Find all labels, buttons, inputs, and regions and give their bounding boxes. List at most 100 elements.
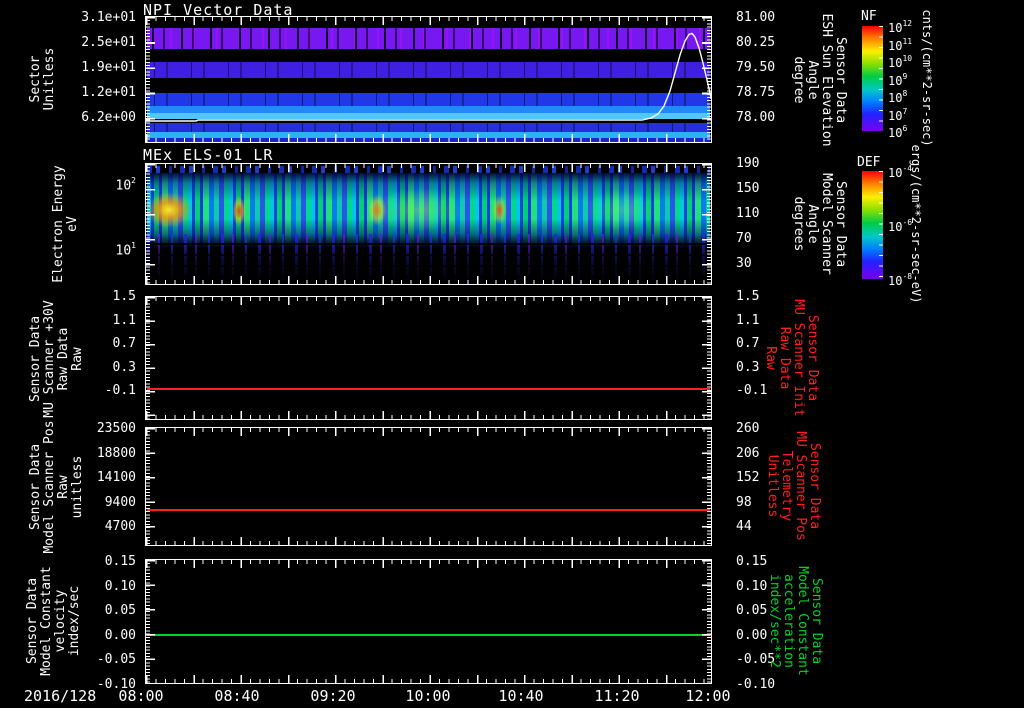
tick-label: 14100 [96,470,136,485]
tick-label: 1.5 [736,289,760,304]
panel4-right-label: Sensor Data MU Scanner Pos Telemetry Unitle… [763,411,822,561]
tick-label: 70 [736,231,752,246]
panel1-spectrogram [145,16,712,143]
x-tick-label: 08:00 [118,687,164,705]
tick-label: 30 [736,256,752,271]
panel1-right-ticks: 81.00 80.25 79.50 78.75 78.00 [736,10,806,126]
panel2-greenglow2 [586,190,656,230]
tick-label: 0.7 [736,336,760,351]
tick-label: 0.3 [112,359,136,375]
axis-label-line: Sensor Data [28,443,43,531]
tick-label: 4700 [104,519,136,534]
panel1-right-label: Sensor Data ESH Sun Elevation Angle degree [789,5,848,155]
axis-label-line: Angle [805,60,820,100]
panel5-left-ticks: 0.15 0.10 0.05 0.00 -0.05 -0.10 [60,554,136,693]
axis-label-line: eV [65,216,80,232]
tick-label: 3.1e+01 [81,10,136,25]
tick-label: 190 [736,156,760,171]
panel1-band-violet [147,28,710,49]
panel5-lineplot [145,559,712,684]
axis-label-line: acceleration [781,574,796,668]
axis-label-line: Sector [28,55,43,103]
panel3-red-line [147,388,710,390]
panel2-hotspot-yellow [146,192,192,228]
tick-label: 101 [115,241,136,259]
axis-label-line: Telemetry [779,450,794,522]
colorbar-def-units: ergs/(cm**2-sr-sec-eV) [909,144,923,304]
panel2-speckle [147,234,710,282]
panel5-right-ticks: 0.15 0.10 0.05 0.00 -0.05 -0.10 [736,554,806,693]
axis-label-line: Sensor Data [25,577,40,665]
tick-label: 2.5e+01 [81,35,136,50]
axis-label-line: MU Scanner Pos [793,431,808,541]
panel2-hotspot-orange [368,194,386,226]
axis-label-line: Model Scanner [819,173,834,275]
panel2-spectrogram [145,163,712,285]
tick-label: 1010 [888,54,913,70]
tick-label: 98 [736,494,752,510]
axis-label-line: degree [791,56,806,104]
axis-label-line: ESH Sun Elevation [819,13,834,147]
panel1-band-blue2 [147,123,710,132]
tick-label: 260 [736,421,760,436]
x-tick-label: 12:00 [685,687,731,705]
axis-label-line: Model Scanner Pos [42,420,57,554]
sun-elevation-curve [146,32,711,122]
x-tick-label: 11:20 [594,687,640,705]
x-tick-label: 09:20 [310,687,356,705]
panel2-hotspot-red1 [232,196,246,226]
axis-label-line: index/sec**2 [767,574,782,668]
tick-label: 0.7 [112,336,136,351]
tick-label: 0.00 [104,627,136,643]
tick-label: 206 [736,445,760,461]
axis-label-line: Model Constant [39,566,54,676]
panel4-right-ticks: 260 206 152 98 44 [736,421,806,535]
tick-label: 78.75 [736,85,776,100]
tick-label: 10-8 [888,272,913,288]
tick-label: 107 [888,106,908,123]
panel1-title: NPI Vector Data [143,1,294,19]
x-axis-date-label: 2016/128 [24,687,97,705]
x-tick-label: 08:40 [214,687,260,705]
panel5-right-label: Sensor Data Model Constant acceleration ind… [765,541,824,701]
tick-label: 44 [736,519,752,534]
tick-label: 0.15 [736,554,768,569]
panel1-left-ticks: 3.1e+01 2.5e+01 1.9e+01 1.2e+01 6.2e+00 [60,10,136,126]
colorbar-def [861,170,884,280]
axis-label-line: Raw [56,475,71,499]
x-tick-label: 10:40 [498,687,544,705]
tick-label: 1011 [888,36,913,53]
colorbar-def-title: DEF [857,155,881,170]
tick-label: 1.9e+01 [81,60,136,75]
tick-label: 0.05 [104,603,136,619]
panel5-green-line [147,634,710,636]
panel5-ylabel: Sensor Data Model Constant velocity index/s… [25,546,84,696]
tick-label: 1.1 [112,312,136,328]
tick-label: -0.1 [104,383,136,398]
panel1-band-blueviolet [147,62,710,78]
tick-label: -0.10 [96,676,136,692]
tick-label: 0.3 [736,359,760,375]
axis-label-line: Raw Data [56,327,71,391]
tick-label: 80.25 [736,35,776,50]
axis-label-line: Unitless [42,47,57,111]
panel3-left-ticks: 1.5 1.1 0.7 0.3 -0.1 [60,289,136,399]
panel3-lineplot [145,296,712,420]
axis-label-line: Unitless [765,454,780,518]
axis-label-line: Sensor Data [809,577,824,665]
panel1-ylabel: Sector Unitless [28,9,63,149]
tick-label: 110 [736,206,760,221]
panel2-right-ticks: 190 150 110 70 30 [736,156,806,272]
tick-label: 0.00 [736,627,768,643]
tick-label: 10-6 [888,218,913,234]
x-tick-label: 10:00 [405,687,451,705]
axis-label-line: Sensor Data [833,180,848,268]
tick-label: -0.10 [736,676,776,692]
tick-label: 0.15 [104,554,136,569]
axis-label-line: Model Constant [795,566,810,676]
panel2-greenglow1 [374,188,464,232]
tick-label: 152 [736,470,760,485]
panel3-ylabel: Sensor Data MU Scanner +30V Raw Data Raw [28,289,87,429]
tick-label: -0.05 [96,652,136,668]
